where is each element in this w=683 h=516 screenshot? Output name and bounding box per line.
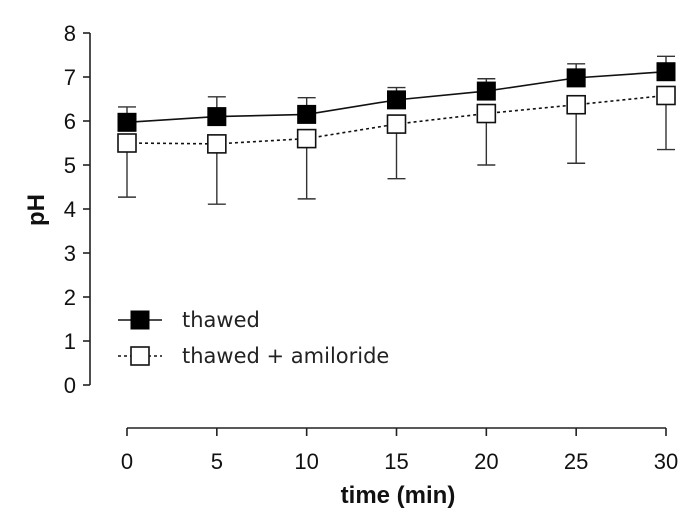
data-point-open-square [296,128,317,149]
x-tick-label: 15 [384,449,408,474]
legend-marker-filled-square [130,310,150,330]
series-thawed-amiloride [117,85,676,205]
y-tick-label: 7 [64,65,76,90]
legend-label: thawed [182,308,260,332]
data-point-open-square [476,103,497,124]
legend-label: thawed + amiloride [182,344,389,368]
x-axis-title: time (min) [341,482,456,509]
y-tick-label: 3 [64,241,76,266]
data-point-filled-square [566,68,586,88]
data-point-filled-square [656,62,676,82]
x-tick-label: 30 [654,449,678,474]
y-axis-title: pH [23,194,50,226]
data-point-open-square [566,94,586,115]
y-tick-label: 0 [64,373,76,398]
y-tick-label: 2 [64,285,76,310]
data-point-open-square [386,114,407,134]
x-tick-label: 0 [121,449,133,474]
x-tick-label: 25 [564,449,588,474]
y-tick-label: 6 [64,109,76,134]
series-layer [117,55,676,205]
data-point-open-square [656,85,676,106]
x-tick-label: 5 [211,449,223,474]
data-point-open-square [117,133,137,153]
axes: 0 1 2 3 4 5 6 7 8 0 5 10 15 20 25 30 [64,21,678,474]
legend: thawed thawed + amiloride [118,308,389,368]
data-point-filled-square [387,90,406,110]
y-tick-label: 4 [64,197,76,222]
legend-marker-open-square [130,346,150,366]
x-tick-label: 20 [474,449,498,474]
y-tick-label: 5 [64,153,76,178]
data-point-filled-square [207,107,227,127]
data-point-filled-square [476,81,496,101]
data-point-filled-square [297,104,317,124]
x-tick-label: 10 [294,449,318,474]
series-thawed [117,55,676,132]
data-point-open-square [207,134,227,154]
y-tick-label: 1 [64,329,76,354]
data-point-filled-square [117,112,137,132]
y-tick-label: 8 [64,21,76,46]
